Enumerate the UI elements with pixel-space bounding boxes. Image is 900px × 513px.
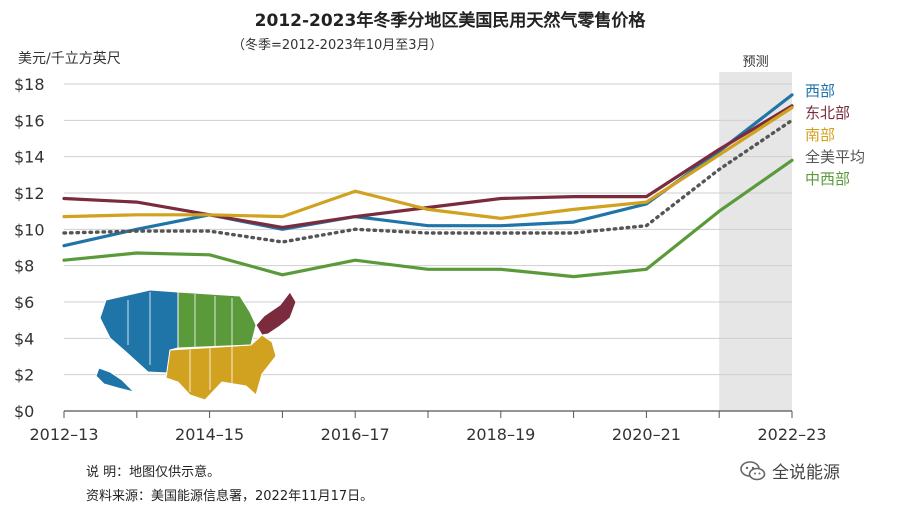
- alaska-region: [95, 367, 136, 393]
- y-axis-unit-label: 美元/千立方英尺: [18, 51, 121, 67]
- y-tick-label: $16: [14, 111, 45, 130]
- y-tick-label: $2: [14, 366, 34, 385]
- legend-label: 南部: [805, 126, 835, 144]
- x-tick-label: 2020–21: [612, 425, 681, 444]
- wechat-icon: [740, 460, 766, 480]
- x-tick-label: 2018–19: [466, 425, 535, 444]
- watermark-text: 全说能源: [772, 463, 840, 483]
- y-tick-label: $10: [14, 220, 45, 239]
- series-line: [62, 105, 794, 220]
- watermark: 全说能源: [740, 458, 840, 483]
- forecast-label: 预测: [743, 55, 769, 70]
- chart-source: 资料来源：美国能源信息署，2022年11月17日。: [86, 489, 374, 504]
- northeast-region: [255, 291, 297, 336]
- midwest-region: [177, 291, 257, 349]
- legend-label: 东北部: [805, 104, 850, 122]
- series-line: [62, 93, 794, 248]
- x-tick-label: 2022–23: [757, 425, 826, 444]
- x-tick-label: 2014–15: [175, 425, 244, 444]
- legend-label: 中西部: [805, 170, 850, 188]
- legend-label: 全美平均: [805, 148, 865, 166]
- west-region: [99, 289, 179, 374]
- chart-title: 2012-2023年冬季分地区美国民用天然气零售价格: [254, 11, 646, 31]
- y-tick-label: $14: [14, 148, 45, 167]
- chart-note: 说 明：地图仅供示意。: [86, 465, 221, 480]
- y-tick-label: $12: [14, 184, 45, 203]
- chart-subtitle: （冬季=2012-2023年10月至3月）: [232, 38, 443, 53]
- south-region: [165, 334, 277, 401]
- series-line: [62, 118, 794, 244]
- series-line: [62, 158, 794, 279]
- y-tick-label: $0: [14, 402, 34, 421]
- series-line: [62, 104, 794, 230]
- x-tick-label: 2012–13: [29, 425, 98, 444]
- y-tick-label: $8: [14, 257, 34, 276]
- x-tick-label: 2016–17: [321, 425, 390, 444]
- y-tick-label: $6: [14, 293, 34, 312]
- legend-label: 西部: [805, 82, 835, 100]
- y-tick-label: $4: [14, 329, 34, 348]
- y-tick-label: $18: [14, 75, 45, 94]
- us-region-map: [95, 289, 297, 401]
